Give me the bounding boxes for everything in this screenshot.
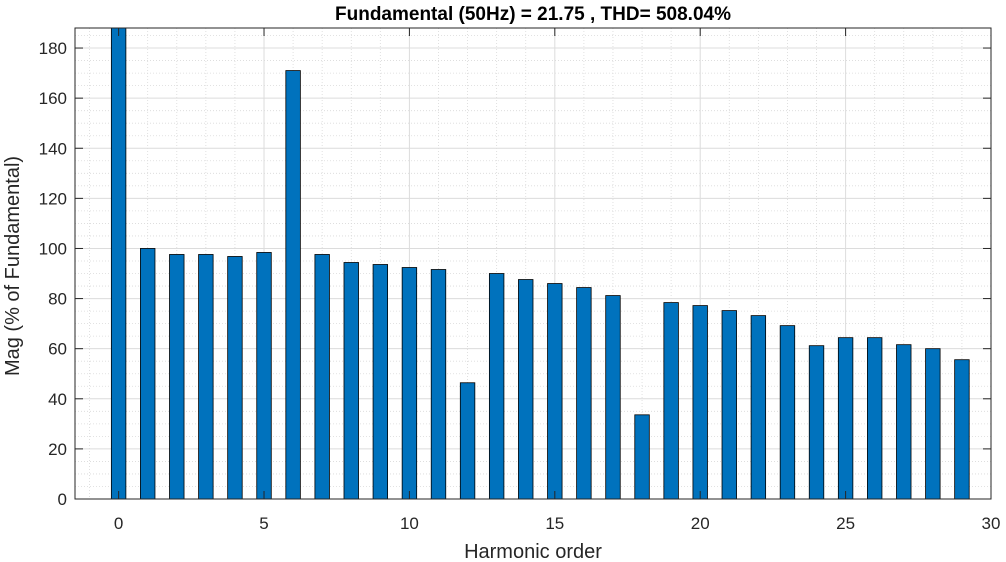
- bar-harmonic-25: [837, 337, 854, 500]
- bar-harmonic-19: [663, 302, 679, 500]
- bar-harmonic-2: [169, 254, 185, 500]
- bar-series: [110, 27, 970, 500]
- bar-harmonic-8: [343, 262, 359, 500]
- y-tick-label: 140: [39, 139, 67, 158]
- minor-grid: [75, 28, 991, 499]
- bar-harmonic-26: [867, 337, 883, 500]
- bar-harmonic-21: [721, 310, 737, 500]
- y-tick-label: 0: [58, 490, 67, 509]
- y-tick-label: 20: [48, 440, 67, 459]
- x-tick-label: 25: [836, 514, 855, 533]
- bar-harmonic-12: [459, 382, 476, 500]
- x-tick-label: 5: [259, 514, 268, 533]
- y-tick-label: 80: [48, 290, 67, 309]
- x-tick-label: 15: [545, 514, 564, 533]
- bar-harmonic-5: [256, 252, 272, 500]
- bar-harmonic-23: [779, 325, 796, 500]
- x-tick-label: 30: [982, 514, 1001, 533]
- y-tick-labels: 0 20 40 60 80 100 120 140 160 180: [39, 39, 67, 509]
- bar-harmonic-13: [488, 273, 505, 500]
- bar-harmonic-28: [925, 348, 941, 500]
- bar-harmonic-24: [808, 345, 825, 500]
- x-tick-labels: 0 5 10 15 20 25 30: [114, 514, 1001, 533]
- x-tick-label: 10: [400, 514, 419, 533]
- x-axis-title: Harmonic order: [464, 541, 602, 562]
- y-tick-label: 60: [48, 340, 67, 359]
- bar-harmonic-15: [547, 283, 563, 500]
- bar-harmonic-17: [605, 295, 621, 500]
- bar-harmonic-22: [750, 315, 767, 500]
- bar-harmonic-10: [401, 267, 418, 500]
- bar-harmonic-9: [372, 264, 389, 500]
- bar-harmonic-18: [634, 414, 650, 500]
- y-tick-label: 180: [39, 39, 67, 58]
- axes-box: [74, 27, 992, 500]
- y-tick-label: 120: [39, 189, 67, 208]
- y-tick-label: 100: [39, 239, 67, 258]
- chart-title: Fundamental (50Hz) = 21.75 , THD= 508.04…: [335, 4, 731, 25]
- bar-harmonic-11: [430, 269, 447, 500]
- bar-harmonic-1: [140, 248, 156, 500]
- bar-harmonic-27: [896, 344, 912, 500]
- bar-harmonic-4: [227, 256, 243, 500]
- bar-harmonic-7: [314, 254, 330, 500]
- bar-harmonic-20: [692, 305, 708, 500]
- bar-harmonic-29: [954, 359, 970, 500]
- y-axis-title: Mag (% of Fundamental): [2, 156, 24, 376]
- x-tick-label: 0: [114, 514, 123, 533]
- bar-harmonic-14: [518, 279, 534, 500]
- y-tick-label: 40: [48, 390, 67, 409]
- bar-harmonic-16: [576, 287, 592, 500]
- bar-harmonic-6: [285, 70, 301, 500]
- tick-marks: [75, 28, 992, 500]
- y-tick-label: 160: [39, 89, 67, 108]
- bar-harmonic-3: [198, 254, 214, 500]
- bar-harmonic-0: [110, 27, 127, 500]
- x-tick-label: 20: [691, 514, 710, 533]
